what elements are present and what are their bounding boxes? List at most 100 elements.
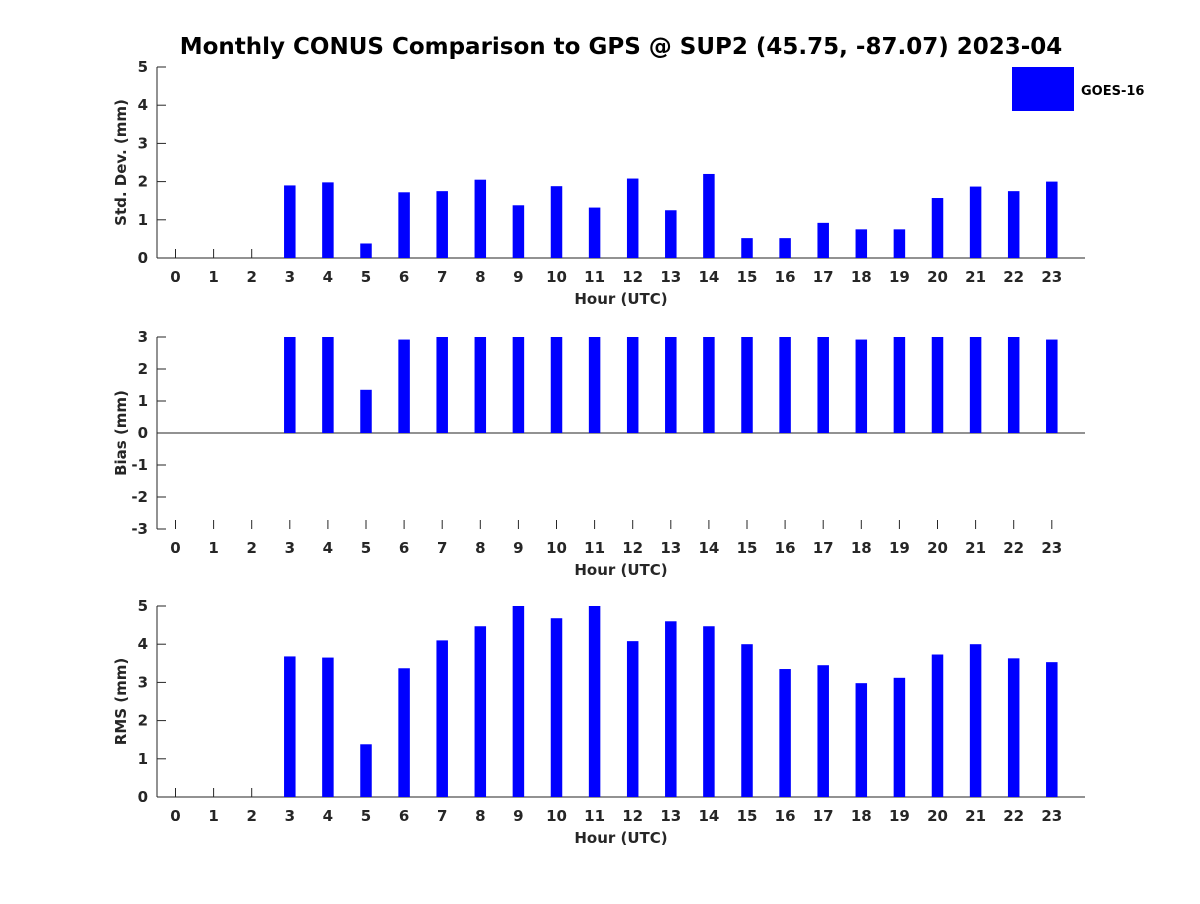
x-tick-label: 3: [285, 268, 295, 286]
x-tick-label: 23: [1041, 539, 1062, 557]
x-tick-label: 20: [927, 807, 948, 825]
bar: [588, 337, 601, 433]
x-tick-label: 18: [851, 268, 872, 286]
bar: [703, 173, 715, 258]
x-tick-label: 0: [170, 539, 180, 557]
bar: [626, 178, 639, 258]
bar: [741, 238, 753, 258]
bar: [284, 656, 296, 797]
x-tick-label: 10: [546, 539, 567, 557]
bar: [436, 640, 448, 797]
x-tick-label: 6: [399, 807, 409, 825]
bar: [969, 186, 982, 258]
bar: [322, 657, 334, 797]
y-tick-label: 5: [138, 58, 148, 76]
x-tick-label: 6: [399, 539, 409, 557]
x-tick-label: 4: [323, 807, 333, 825]
bar: [474, 179, 487, 258]
bar: [703, 337, 715, 433]
x-tick-label: 14: [698, 807, 719, 825]
x-tick-label: 11: [584, 539, 605, 557]
x-tick-label: 15: [737, 268, 758, 286]
x-tick-label: 12: [622, 807, 643, 825]
x-tick-label: 15: [737, 539, 758, 557]
bar: [817, 337, 829, 433]
x-tick-label: 18: [851, 807, 872, 825]
bar: [931, 337, 944, 433]
x-tick-label: 20: [927, 268, 948, 286]
bar: [1007, 191, 1020, 258]
y-tick-label: 2: [138, 712, 148, 730]
bar: [398, 192, 410, 258]
bar: [284, 185, 296, 258]
x-tick-label: 0: [170, 807, 180, 825]
bar: [360, 389, 372, 433]
bar: [779, 238, 791, 258]
y-tick-label: 1: [138, 392, 148, 410]
x-tick-label: 12: [622, 268, 643, 286]
bar: [398, 668, 410, 797]
x-tick-label: 16: [775, 268, 796, 286]
x-tick-label: 17: [813, 268, 834, 286]
bar: [322, 182, 334, 258]
x-tick-label: 5: [361, 807, 371, 825]
x-tick-label: 19: [889, 268, 910, 286]
y-tick-label: 3: [138, 328, 148, 346]
x-tick-label: 14: [698, 268, 719, 286]
x-tick-label: 7: [437, 268, 447, 286]
bar: [512, 606, 525, 797]
x-tick-label: 9: [513, 268, 523, 286]
bar: [817, 665, 829, 797]
y-tick-label: 2: [138, 173, 148, 191]
x-tick-label: 8: [475, 268, 485, 286]
y-tick-label: 1: [138, 211, 148, 229]
x-tick-label: 22: [1003, 807, 1024, 825]
x-tick-label: 17: [813, 807, 834, 825]
x-tick-label: 11: [584, 807, 605, 825]
x-tick-label: 23: [1041, 268, 1062, 286]
x-tick-label: 16: [775, 539, 796, 557]
bar: [893, 677, 906, 797]
x-tick-label: 8: [475, 539, 485, 557]
bar: [1007, 337, 1020, 433]
x-tick-label: 3: [285, 539, 295, 557]
y-tick-label: 3: [138, 673, 148, 691]
y-tick-label: 2: [138, 360, 148, 378]
bar: [512, 205, 525, 258]
x-tick-label: 9: [513, 807, 523, 825]
bar: [855, 339, 868, 433]
bar: [1046, 662, 1058, 797]
bar: [284, 337, 296, 433]
bar: [741, 337, 753, 433]
bar: [1007, 658, 1020, 797]
bar: [550, 337, 563, 433]
bar: [588, 207, 601, 258]
x-tick-label: 1: [208, 268, 218, 286]
x-axis-label: Hour (UTC): [574, 561, 667, 579]
x-tick-label: 5: [361, 268, 371, 286]
y-tick-label: 0: [138, 424, 148, 442]
bar: [969, 337, 982, 433]
bar: [893, 229, 906, 258]
y-tick-label: 4: [138, 635, 148, 653]
bar: [360, 744, 372, 797]
y-tick-label: -2: [131, 488, 148, 506]
bar: [779, 669, 791, 797]
y-axis-label: Bias (mm): [112, 390, 130, 476]
x-tick-label: 19: [889, 539, 910, 557]
x-tick-label: 12: [622, 539, 643, 557]
x-tick-label: 1: [208, 807, 218, 825]
bar: [779, 337, 791, 433]
bar: [322, 337, 334, 433]
bar: [703, 626, 715, 797]
x-tick-label: 13: [660, 807, 681, 825]
y-tick-label: 0: [138, 249, 148, 267]
x-tick-label: 21: [965, 807, 986, 825]
bar: [398, 339, 410, 433]
bar: [1046, 339, 1058, 433]
x-tick-label: 2: [246, 539, 256, 557]
legend-swatch: [1012, 67, 1074, 111]
x-tick-label: 11: [584, 268, 605, 286]
